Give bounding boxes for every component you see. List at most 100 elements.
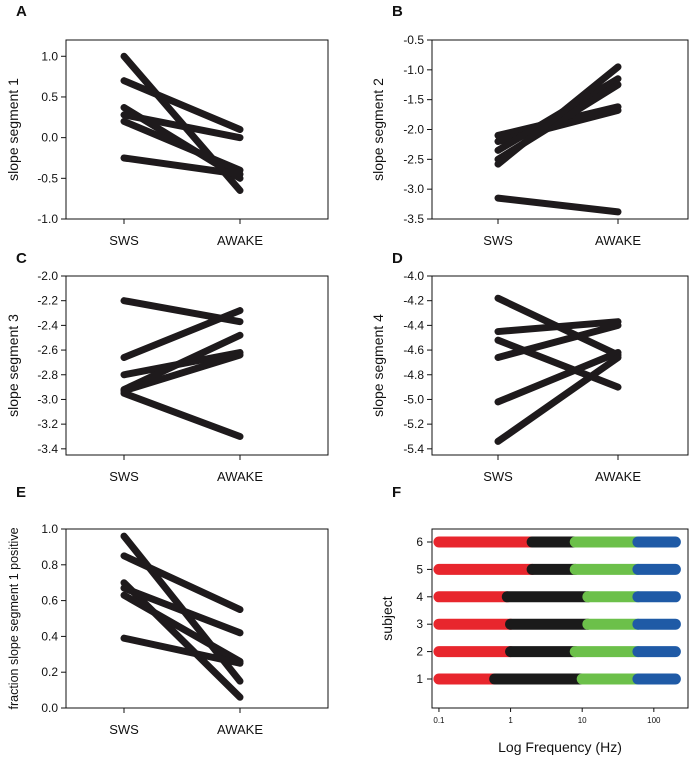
y-tick-label: -4.6 — [403, 343, 424, 357]
y-tick-label: 0.8 — [41, 558, 58, 572]
y-tick-label: -4.2 — [403, 294, 424, 308]
y-tick-label: 0.2 — [41, 665, 58, 679]
y-tick-label: -0.5 — [403, 33, 424, 47]
plot-frame — [431, 275, 689, 456]
y-tick-label: -2.0 — [37, 269, 58, 283]
y-tick-label: 6 — [416, 535, 423, 549]
plot-frame — [431, 528, 689, 709]
plot-frame — [65, 275, 329, 456]
y-tick-label: 0.6 — [41, 594, 58, 608]
y-tick-label: -3.2 — [37, 417, 58, 431]
panel-letter-a: A — [16, 3, 27, 20]
series-group — [494, 63, 622, 216]
x-category-label: AWAKE — [217, 469, 263, 484]
y-axis-title: subject — [379, 596, 395, 640]
x-tick-label: 10 — [578, 716, 587, 725]
panel-a: A -1.0 -0.5 0.0 0.5 1.0 SWS AWAKE slope segment … — [5, 3, 329, 248]
y-tick-label: -0.5 — [37, 171, 58, 185]
y-tick-label: 0.0 — [41, 131, 58, 145]
series-line — [120, 331, 244, 394]
series-line — [120, 579, 244, 701]
plot-frame — [431, 39, 689, 220]
panel-d: D -5.4 -5.2 -5.0 -4.8 -4.6 -4.4 -4.2 -4.0 SWS AWAK… — [370, 250, 689, 484]
series-line — [120, 351, 244, 395]
series-group — [120, 532, 244, 701]
y-tick-label: -4.4 — [403, 318, 424, 332]
series-line — [120, 77, 244, 133]
panel-c: C -3.4 -3.2 -3.0 -2.8 -2.6 -2.4 -2.2 -2.0 SWS AWAK… — [5, 250, 329, 484]
y-tick-label: -2.6 — [37, 343, 58, 357]
y-tick-label: -5.0 — [403, 392, 424, 406]
series-line — [494, 321, 622, 361]
series-line — [120, 552, 244, 614]
panel-letter-e: E — [16, 484, 26, 501]
x-tick-label: 1 — [508, 716, 513, 725]
y-tick-label: 1.0 — [41, 49, 58, 63]
y-tick-label: 0.5 — [41, 90, 58, 104]
x-category-label: SWS — [109, 233, 139, 248]
x-tick-label: 100 — [647, 716, 661, 725]
series-group — [120, 297, 244, 440]
y-tick-label: 1 — [416, 672, 423, 686]
x-category-label: AWAKE — [595, 469, 641, 484]
y-axis-title: fraction slope segment 1 positive — [7, 527, 21, 709]
series-line — [494, 336, 622, 391]
series-line — [120, 389, 244, 440]
y-tick-label: -1.0 — [403, 63, 424, 77]
y-tick-label: 0.4 — [41, 629, 58, 643]
y-tick-label: -2.4 — [37, 318, 58, 332]
series-line — [494, 194, 622, 216]
series-line — [494, 63, 622, 168]
y-axis-title: slope segment 1 — [5, 78, 21, 181]
y-tick-label: -4.8 — [403, 368, 424, 382]
plot-frame — [65, 39, 329, 220]
x-category-label: AWAKE — [217, 722, 263, 737]
panel-f: F 0.1 1 10 100 1 2 3 4 5 6 subject Log Frequency (Hz… — [379, 484, 689, 755]
panel-letter-d: D — [392, 250, 403, 267]
x-category-label: SWS — [483, 233, 513, 248]
series-line — [120, 307, 244, 361]
y-tick-label: -3.4 — [37, 442, 58, 456]
y-tick-label: -3.0 — [403, 182, 424, 196]
series-group — [494, 294, 622, 445]
plot-frame — [65, 528, 329, 709]
y-tick-label: -2.0 — [403, 123, 424, 137]
x-category-label: SWS — [109, 722, 139, 737]
x-category-label: AWAKE — [217, 233, 263, 248]
panel-letter-f: F — [392, 484, 401, 501]
y-tick-label: 2 — [416, 645, 423, 659]
y-tick-label: 4 — [416, 590, 423, 604]
panel-letter-b: B — [392, 3, 403, 20]
series-line — [494, 353, 622, 445]
y-tick-label: -4.0 — [403, 269, 424, 283]
y-tick-label: 1.0 — [41, 522, 58, 536]
y-tick-label: 5 — [416, 562, 423, 576]
y-tick-label: -3.5 — [403, 212, 424, 226]
y-tick-label: -2.8 — [37, 368, 58, 382]
x-category-label: SWS — [483, 469, 513, 484]
series-line — [494, 318, 622, 336]
series-line — [120, 634, 244, 667]
x-tick-label: 0.1 — [433, 716, 445, 725]
y-tick-label: 3 — [416, 617, 423, 631]
series-line — [120, 154, 244, 178]
series-line — [120, 111, 244, 142]
y-tick-label: -1.0 — [37, 212, 58, 226]
series-line — [120, 117, 244, 174]
y-tick-label: 0.0 — [41, 701, 58, 715]
y-tick-label: -5.2 — [403, 417, 424, 431]
panel-b: B -3.5 -3.0 -2.5 -2.0 -1.5 -1.0 -0.5 SWS AWAKE slo… — [370, 3, 689, 248]
panel-e: E 0.0 0.2 0.4 0.6 0.8 1.0 SWS AWAKE fraction slop… — [7, 484, 329, 737]
y-tick-label: -1.5 — [403, 93, 424, 107]
y-axis-title: slope segment 4 — [370, 314, 386, 417]
y-tick-label: -2.5 — [403, 152, 424, 166]
x-axis-title: Log Frequency (Hz) — [498, 739, 622, 755]
series-line — [120, 584, 244, 637]
series-line — [120, 591, 244, 665]
x-category-label: AWAKE — [595, 233, 641, 248]
series-line — [494, 349, 622, 406]
y-axis-title: slope segment 3 — [5, 314, 21, 417]
series-group — [120, 52, 244, 195]
y-axis-title: slope segment 2 — [370, 78, 386, 181]
